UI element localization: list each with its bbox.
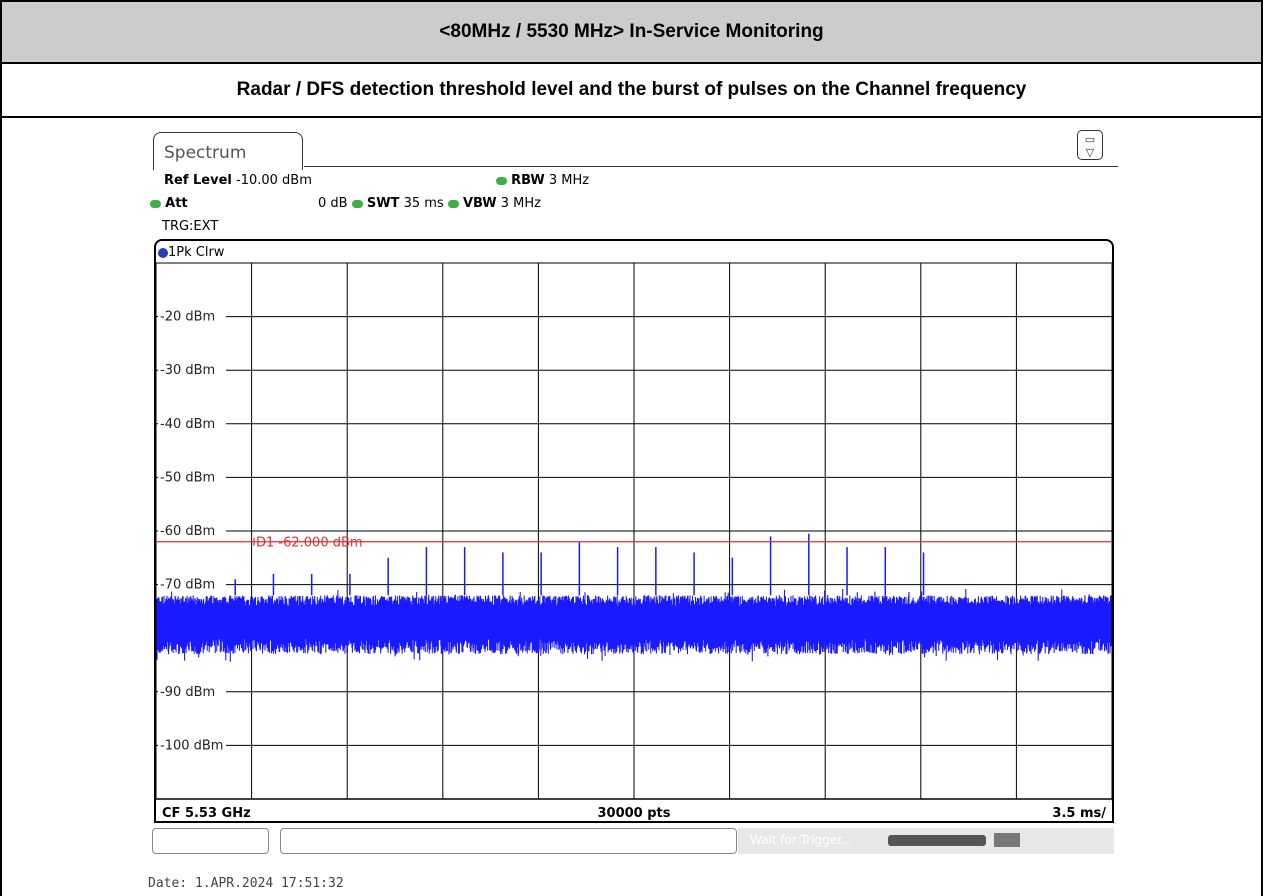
spectrum-screenshot: Spectrum ▭ ▽ Ref Level -10.00 dBm RBW 3 M…: [148, 128, 1118, 893]
y-tick-label-bg: [158, 414, 226, 431]
att-value: 0 dB: [318, 196, 348, 211]
y-tick-label: -100 dBm: [160, 738, 223, 753]
y-tick-label: -60 dBm: [160, 524, 215, 539]
att-status-icon: [150, 199, 161, 208]
report-title: <80MHz / 5530 MHz> In-Service Monitoring: [2, 2, 1261, 64]
y-tick-label-bg: [158, 682, 226, 699]
y-tick-label: -40 dBm: [160, 417, 215, 432]
swt-status-icon: [351, 199, 363, 208]
ref-level-row: Ref Level -10.00 dBm: [164, 173, 312, 188]
y-tick-label: -90 dBm: [160, 685, 215, 700]
status-trigger-area: Wait for Trigger...: [738, 828, 1114, 854]
vbw-value: 3 MHz: [500, 196, 541, 211]
y-tick-label-bg: [158, 575, 226, 592]
att-row: Att: [150, 196, 188, 211]
status-bar: Wait for Trigger...: [152, 828, 1114, 854]
rbw-status-icon: [496, 176, 507, 185]
footer-sweep-per-div: 3.5 ms/: [1052, 806, 1106, 821]
plot-frame: 1Pk Clrw D1 -62.000 dBm -20 dBm -30 dBm -40…: [154, 239, 1114, 823]
display-config-icon[interactable]: ▭ ▽: [1077, 130, 1103, 160]
y-tick-label-bg: [158, 361, 226, 378]
trace-status-icon: [158, 247, 168, 258]
tab-spectrum[interactable]: Spectrum: [153, 132, 303, 170]
status-field-1: [152, 828, 269, 854]
capture-date: Date: 1.APR.2024 17:51:32: [148, 876, 344, 891]
y-tick-label-bg: [158, 307, 226, 324]
trace-indicator: 1Pk Clrw: [158, 245, 224, 260]
swt-value: 35 ms: [403, 196, 444, 211]
y-tick-label-bg: [158, 468, 226, 485]
footer-points: 30000 pts: [597, 806, 670, 821]
att-label: Att: [165, 196, 188, 211]
threshold-label: D1 -62.000 dBm: [256, 536, 363, 551]
ref-level-label: Ref Level: [164, 173, 232, 188]
y-tick-label-bg: [158, 736, 226, 753]
status-indicator-icon: [994, 833, 1020, 847]
trace-label: 1Pk Clrw: [168, 245, 225, 260]
tab-divider: [304, 166, 1118, 167]
att-swt-row: 0 dB SWT 35 ms VBW 3 MHz: [318, 196, 541, 211]
footer-center-frequency: CF 5.53 GHz: [162, 806, 251, 821]
progress-meter: [888, 835, 986, 846]
vbw-label: VBW: [462, 196, 497, 211]
y-tick-label: -20 dBm: [160, 310, 215, 325]
spectrum-plot: D1 -62.000 dBm -20 dBm -30 dBm -40 dBm -50 d…: [156, 262, 1112, 821]
status-field-2: [280, 828, 737, 854]
rbw-value: 3 MHz: [548, 173, 590, 188]
swt-label: SWT: [366, 196, 400, 211]
noise-trace: [156, 589, 1112, 662]
trigger-mode: TRG:EXT: [162, 219, 219, 234]
y-tick-label: -70 dBm: [160, 578, 215, 593]
ref-level-value: -10.00 dBm: [236, 173, 312, 188]
trigger-status: Wait for Trigger...: [750, 833, 853, 847]
vbw-status-icon: [447, 199, 459, 208]
y-tick-label: -50 dBm: [160, 470, 215, 485]
rbw-row: RBW 3 MHz: [496, 173, 589, 188]
y-tick-label-bg: [158, 522, 226, 538]
report-subtitle: Radar / DFS detection threshold level an…: [2, 64, 1261, 118]
y-tick-label: -30 dBm: [160, 363, 215, 378]
rbw-label: RBW: [511, 173, 545, 188]
